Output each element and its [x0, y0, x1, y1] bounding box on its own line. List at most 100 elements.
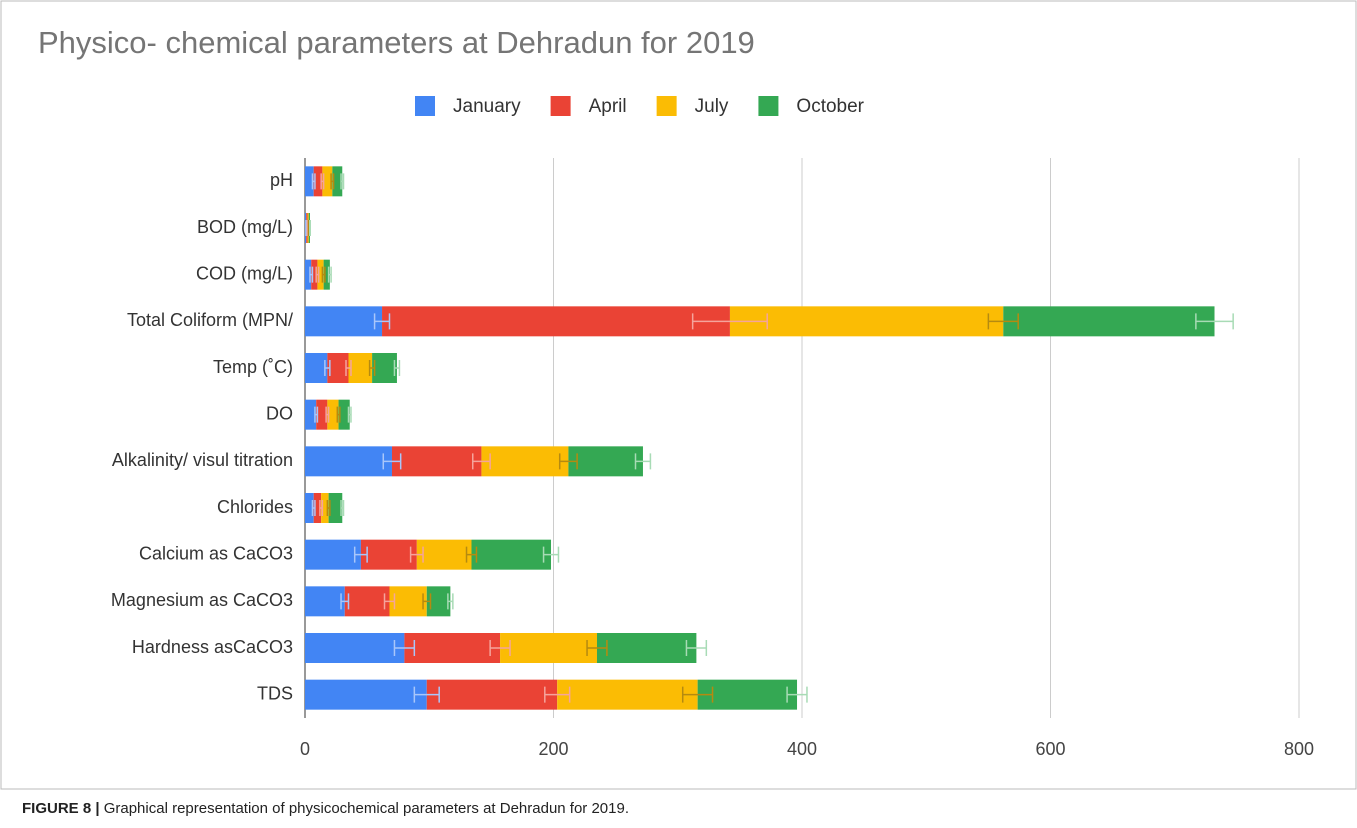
error-bar	[353, 546, 368, 563]
error-bar	[340, 173, 345, 190]
y-tick-label: pH	[270, 170, 293, 190]
bar-segment	[338, 399, 350, 430]
error-bar	[634, 453, 652, 470]
error-bar	[413, 686, 440, 703]
bar-segment	[391, 446, 482, 477]
bar-segment	[697, 679, 798, 710]
bar-segment	[305, 306, 383, 337]
bar-segment	[1003, 306, 1215, 337]
bar-segment	[305, 399, 317, 430]
bar-segment	[328, 493, 343, 523]
x-tick-label: 200	[538, 739, 568, 759]
chart-frame	[0, 0, 1357, 790]
caption-label: FIGURE 8 |	[22, 800, 100, 817]
legend-label: October	[796, 96, 864, 117]
bar-segment	[323, 259, 330, 290]
bar-segment	[317, 259, 324, 290]
bar-segment	[348, 353, 373, 383]
bar-segment	[305, 446, 392, 477]
y-tick-label: BOD (mg/L)	[197, 217, 293, 237]
error-bar	[681, 686, 714, 703]
error-bar	[320, 173, 325, 190]
bar-segment	[321, 493, 329, 523]
bar-segment	[305, 493, 314, 523]
error-bar	[319, 500, 324, 516]
y-tick-label: Hardness asCaCO3	[132, 637, 293, 657]
bar-segment	[305, 539, 361, 570]
legend-label: July	[695, 96, 729, 117]
bar-segment	[344, 586, 390, 617]
legend-label: April	[589, 96, 627, 117]
bar-segment	[327, 353, 349, 383]
error-bar	[471, 453, 491, 470]
error-bar	[465, 546, 478, 563]
bar-segment	[316, 399, 328, 430]
y-tick-label: Calcium as CaCO3	[139, 543, 293, 563]
caption-text: Graphical representation of physicochemi…	[100, 800, 629, 817]
y-tick-label: Temp (˚C)	[213, 357, 293, 377]
bar-segment	[729, 306, 1004, 337]
bar-segment	[426, 679, 558, 710]
error-bar	[347, 406, 352, 423]
bar-segment	[481, 446, 569, 477]
error-bar	[311, 173, 316, 190]
bar-segment	[311, 259, 318, 290]
error-bar	[422, 593, 432, 610]
error-bar	[345, 360, 352, 376]
y-tick-label: COD (mg/L)	[196, 263, 293, 283]
x-tick-label: 600	[1035, 739, 1065, 759]
x-tick-label: 400	[787, 739, 817, 759]
error-bar	[393, 640, 416, 656]
bar-segment	[305, 633, 405, 663]
bar-segment	[327, 399, 339, 430]
error-bar	[311, 500, 316, 516]
error-bar	[489, 640, 511, 656]
y-tick-label: Total Coliform (MPN/	[127, 310, 293, 330]
error-bar	[325, 406, 330, 423]
error-bar	[327, 266, 332, 283]
bar-segment	[568, 446, 643, 477]
y-tick-label: Chlorides	[217, 497, 293, 517]
bar-segment	[313, 166, 323, 197]
y-tick-label: DO	[266, 403, 293, 423]
error-bar	[544, 686, 571, 703]
error-bar	[987, 313, 1019, 330]
error-bar	[314, 406, 319, 423]
chart-title: Physico- chemical parameters at Dehradun…	[38, 25, 755, 60]
bar-segment	[596, 633, 697, 663]
error-bar	[309, 266, 314, 283]
legend-swatch	[550, 96, 571, 116]
bar-segment	[305, 586, 345, 617]
error-bar	[586, 640, 608, 656]
legend-label: January	[453, 96, 521, 117]
error-bar	[382, 453, 402, 470]
x-tick-label: 0	[300, 739, 310, 759]
bar-segment	[382, 306, 730, 337]
legend-swatch	[656, 96, 677, 116]
bar-segment	[500, 633, 597, 663]
bar-segment	[426, 586, 451, 617]
error-bar	[373, 313, 391, 330]
error-bar	[383, 593, 396, 610]
x-tick-label: 800	[1284, 739, 1314, 759]
error-bar	[340, 500, 345, 516]
bar-segment	[471, 539, 552, 570]
legend-swatch	[758, 96, 779, 116]
error-bar	[336, 406, 341, 423]
bar-segment	[313, 493, 322, 523]
error-bar	[409, 546, 424, 563]
bar-segment	[372, 353, 397, 383]
error-bar	[330, 173, 335, 190]
bar-segment	[360, 539, 417, 570]
error-bar	[685, 640, 708, 656]
error-bar	[326, 500, 331, 516]
bar-segment	[305, 679, 427, 710]
error-bar	[542, 546, 560, 563]
bar-segment	[322, 166, 333, 197]
bar-segment	[557, 679, 698, 710]
bar-segment	[305, 353, 328, 383]
bar-segment	[416, 539, 472, 570]
bar-segment	[389, 586, 427, 617]
